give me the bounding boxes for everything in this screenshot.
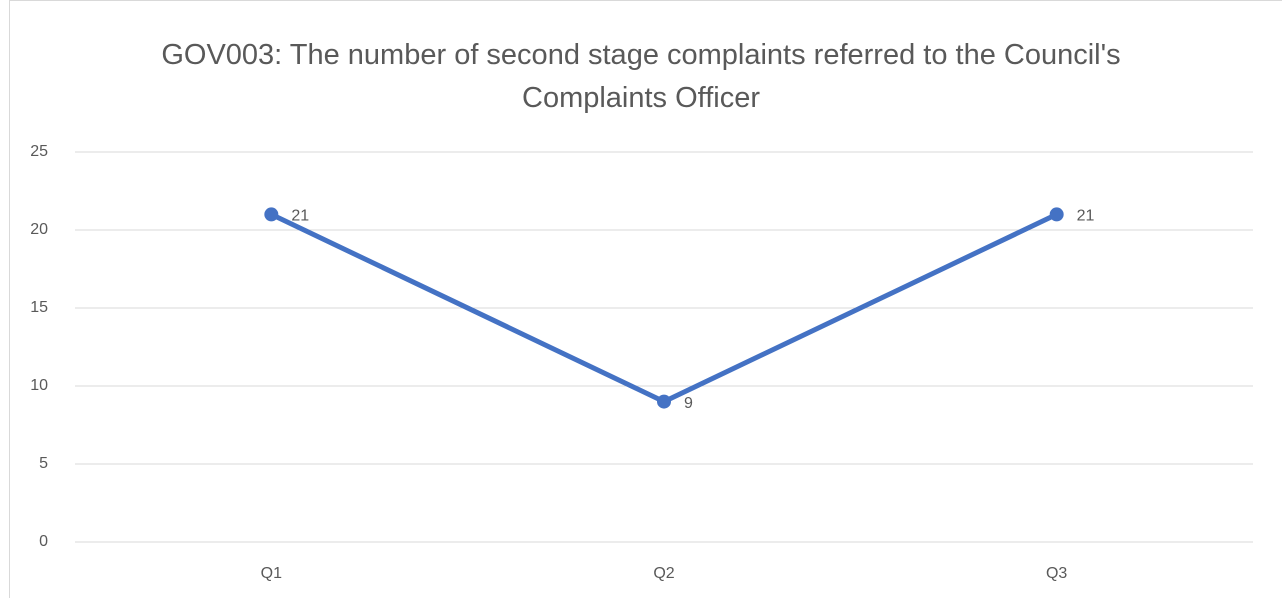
y-tick-label: 20 [30,221,48,238]
data-label: 21 [291,208,309,225]
x-tick-label: Q3 [1046,565,1067,582]
y-tick-label: 10 [30,377,48,394]
y-tick-label: 0 [39,533,48,550]
marker [657,394,671,409]
marker [1049,207,1064,222]
chart-border [9,0,1282,598]
y-tick-label: 15 [30,299,48,316]
y-tick-label: 5 [39,455,48,472]
marker [264,207,279,222]
x-tick-label: Q1 [261,565,282,582]
data-label: 9 [684,395,693,412]
data-label: 21 [1077,208,1095,225]
x-tick-label: Q2 [653,565,674,582]
y-tick-label: 25 [30,143,48,160]
chart-title: GOV003: The number of second stage compl… [161,39,1121,114]
